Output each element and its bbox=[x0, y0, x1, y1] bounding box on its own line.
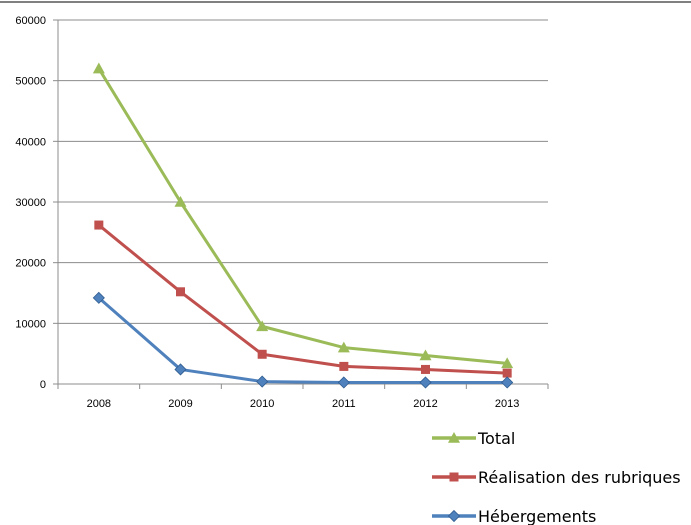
legend-label: Réalisation des rubriques bbox=[478, 468, 681, 487]
x-tick-label: 2011 bbox=[332, 398, 356, 410]
data-point bbox=[257, 349, 267, 359]
x-tick-label: 2010 bbox=[250, 398, 274, 410]
y-tick-label: 60000 bbox=[15, 15, 46, 27]
y-tick-label: 20000 bbox=[15, 258, 46, 270]
gridlines bbox=[58, 19, 548, 324]
legend-item: Réalisation des rubriques bbox=[432, 468, 681, 487]
y-tick-label: 40000 bbox=[15, 136, 46, 148]
data-point bbox=[174, 196, 187, 207]
data-point bbox=[92, 62, 105, 74]
x-axis-tick-labels: 2008 2009 2010 2011 2012 2013 bbox=[87, 398, 520, 410]
data-point bbox=[94, 220, 104, 230]
data-point bbox=[421, 364, 430, 374]
legend-label: Hébergements bbox=[478, 507, 596, 525]
data-point bbox=[92, 291, 105, 304]
series-2 bbox=[92, 291, 514, 389]
data-point bbox=[419, 349, 432, 361]
data-point bbox=[337, 376, 350, 389]
data-point bbox=[174, 363, 187, 376]
data-point bbox=[256, 375, 269, 388]
x-tick-label: 2009 bbox=[168, 398, 192, 410]
legend-swatch-marker bbox=[447, 509, 461, 523]
y-tick-label: 0 bbox=[40, 379, 46, 391]
y-axis-tick-labels: 0 10000 20000 30000 40000 50000 60000 bbox=[15, 15, 46, 391]
legend-swatch-marker bbox=[448, 432, 460, 443]
x-tick-label: 2008 bbox=[87, 398, 111, 410]
axes bbox=[53, 19, 549, 389]
x-tick-label: 2012 bbox=[413, 398, 437, 410]
data-point bbox=[176, 287, 185, 297]
x-tick-label: 2013 bbox=[495, 398, 519, 410]
series-line bbox=[97, 67, 508, 365]
data-point bbox=[501, 357, 514, 369]
series-line bbox=[97, 296, 508, 384]
series-line bbox=[97, 223, 508, 375]
data-point bbox=[502, 368, 512, 378]
series-1 bbox=[94, 220, 512, 378]
y-tick-label: 30000 bbox=[15, 197, 46, 209]
y-tick-label: 50000 bbox=[15, 76, 46, 88]
data-point bbox=[339, 361, 349, 371]
legend-label: Total bbox=[477, 429, 515, 448]
series-0 bbox=[92, 62, 514, 369]
data-point bbox=[501, 376, 514, 389]
data-point bbox=[419, 376, 432, 389]
legend-item: Total bbox=[432, 429, 515, 448]
data-point bbox=[256, 320, 269, 332]
legend-swatch-marker bbox=[449, 472, 459, 482]
legend: Total Réalisation des rubriques Hébergemen… bbox=[432, 429, 681, 525]
y-tick-label: 10000 bbox=[15, 318, 46, 330]
series-group bbox=[92, 62, 514, 389]
legend-item: Hébergements bbox=[432, 507, 596, 525]
data-point bbox=[337, 341, 350, 353]
